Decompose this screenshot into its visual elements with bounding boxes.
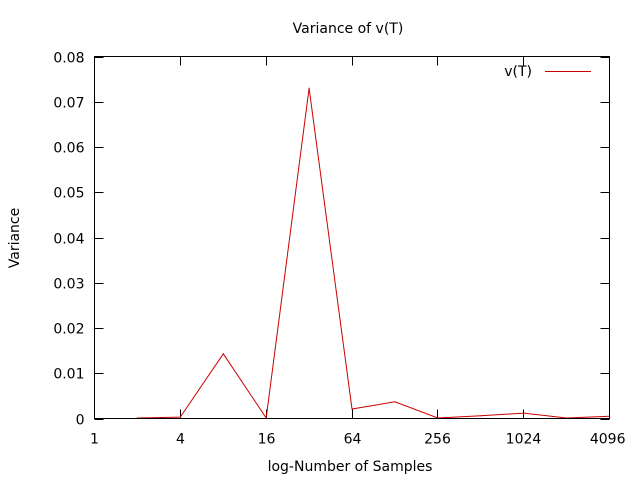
series-line	[137, 88, 610, 420]
x-tick-label: 1	[90, 432, 99, 448]
legend-label: v(T)	[504, 64, 532, 80]
data-point	[351, 408, 353, 410]
y-tick-label: 0.08	[53, 51, 84, 67]
y-tick-label: 0.01	[53, 367, 84, 383]
x-tick-label: 16	[258, 432, 276, 448]
y-axis-label: Variance	[7, 208, 23, 268]
y-tick-label: 0.07	[53, 96, 84, 112]
y-tick-label: 0.05	[53, 186, 84, 202]
data-point	[394, 401, 396, 403]
x-tick-label: 4096	[590, 432, 626, 448]
x-tick-label: 64	[344, 432, 362, 448]
y-tick-label: 0.03	[53, 277, 84, 293]
y-tick-label: 0.02	[53, 322, 84, 338]
y-tick-label: 0.04	[53, 232, 84, 248]
axis-ticks: 0 0.01 0.02 0.03 0.04 0.05 0.06 0.07 0.08 1 4 16 64 2…	[53, 51, 625, 448]
series-lines	[136, 87, 611, 420]
x-tick-label: 256	[424, 432, 451, 448]
x-tick-label: 1024	[506, 432, 542, 448]
legend: v(T)	[504, 64, 591, 80]
data-point	[523, 412, 525, 414]
data-point	[480, 415, 482, 417]
data-point	[179, 416, 181, 418]
y-tick-label: 0	[76, 413, 85, 429]
chart-title: Variance of v(T)	[293, 21, 404, 37]
y-tick-label: 0.06	[53, 141, 84, 157]
data-point	[308, 87, 310, 89]
x-axis-label: log-Number of Samples	[268, 459, 433, 475]
x-tick-label: 4	[176, 432, 185, 448]
plot-frame	[94, 56, 610, 419]
data-point	[222, 353, 224, 355]
